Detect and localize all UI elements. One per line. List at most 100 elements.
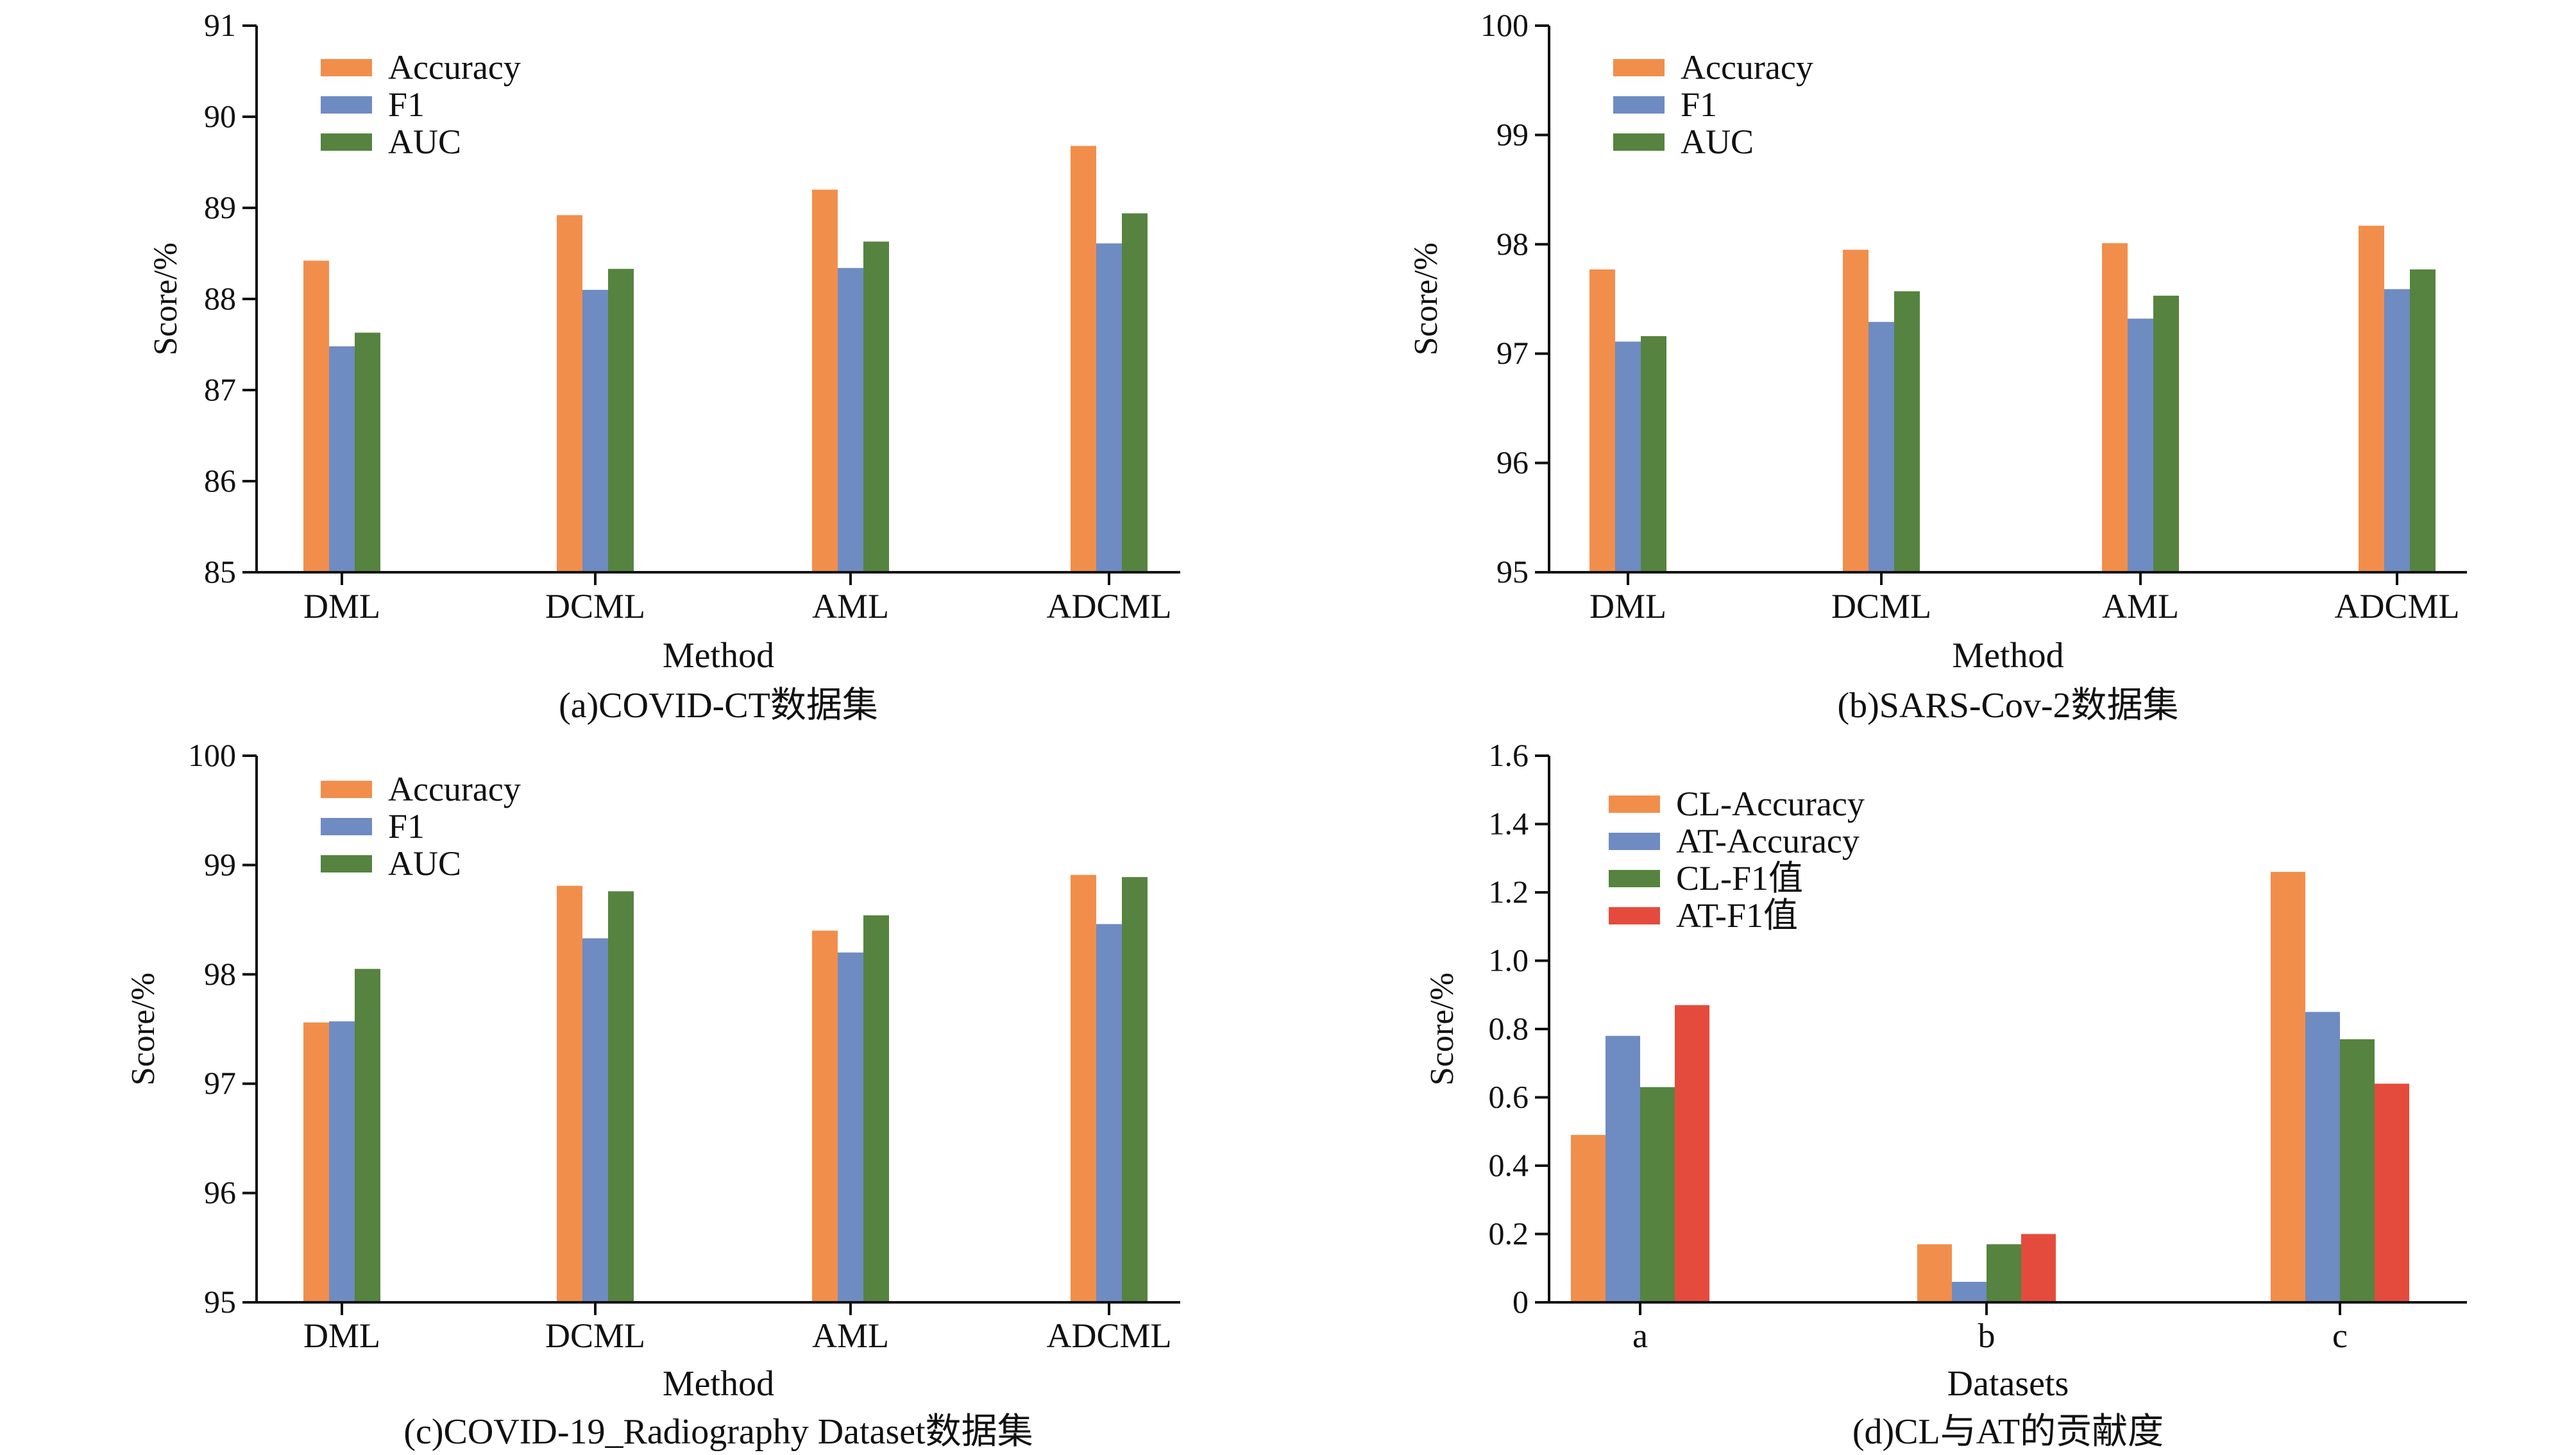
x-axis-label: Method xyxy=(663,636,774,676)
x-tick-label: ADCML xyxy=(1046,587,1171,625)
bar-accuracy-dml xyxy=(303,1022,329,1302)
bar-f1-dcml xyxy=(582,289,608,572)
legend-label: CL-Accuracy xyxy=(1676,785,1865,823)
y-tick-label: 96 xyxy=(1496,445,1529,481)
y-tick-label: 98 xyxy=(1496,226,1529,262)
y-tick-label: 99 xyxy=(204,846,236,882)
bar-at-f1--b xyxy=(2021,1234,2056,1302)
bar-at-accuracy-b xyxy=(1952,1282,1987,1302)
x-tick-label: DML xyxy=(303,1316,380,1355)
legend-label: F1 xyxy=(1681,85,1717,124)
x-tick-label: DML xyxy=(303,587,380,625)
y-tick-label: 0.4 xyxy=(1489,1147,1529,1183)
chart-panel-1: 95 96 97 98 99 100 DML DCML AML ADCML Method Score/… xyxy=(1408,7,2467,726)
bar-auc-adcml xyxy=(2410,269,2436,572)
legend-label: AT-F1值 xyxy=(1676,896,1798,935)
y-tick-label: 1.6 xyxy=(1489,737,1529,773)
y-tick-label: 100 xyxy=(1480,7,1529,43)
bar-auc-dml xyxy=(355,332,380,572)
y-tick-label: 0.8 xyxy=(1489,1010,1529,1046)
legend-swatch xyxy=(1613,133,1665,151)
bar-f1-adcml xyxy=(1096,924,1122,1302)
legend-swatch xyxy=(321,781,372,798)
legend-label: F1 xyxy=(388,807,425,846)
x-tick-label: b xyxy=(1978,1316,1996,1355)
panel-caption: (c)COVID-19_Radiography Dataset数据集 xyxy=(403,1412,1033,1452)
y-axis-label: Score/% xyxy=(125,973,162,1085)
bar-cl-accuracy-a xyxy=(1571,1135,1606,1302)
x-tick-label: c xyxy=(2332,1316,2348,1355)
panel-caption: (b)SARS-Cov-2数据集 xyxy=(1837,686,2178,726)
bar-at-f1--a xyxy=(1675,1005,1709,1302)
x-axis-label: Datasets xyxy=(1947,1364,2069,1404)
y-tick-label: 100 xyxy=(188,737,236,773)
bar-f1-aml xyxy=(838,952,863,1302)
legend-label: AUC xyxy=(388,844,461,883)
y-tick-label: 99 xyxy=(1496,116,1529,152)
bar-accuracy-dml xyxy=(1589,269,1615,572)
x-tick-label: DCML xyxy=(545,1316,645,1355)
bar-at-accuracy-a xyxy=(1606,1035,1640,1302)
y-tick-label: 96 xyxy=(204,1175,236,1211)
bar-auc-adcml xyxy=(1122,877,1148,1302)
bar-cl-f1--a xyxy=(1640,1087,1675,1302)
bar-accuracy-aml xyxy=(2102,243,2128,572)
bar-cl-accuracy-b xyxy=(1917,1244,1952,1302)
y-tick-label: 1.0 xyxy=(1489,942,1529,978)
bar-auc-dcml xyxy=(608,891,634,1302)
x-tick-label: DCML xyxy=(1831,587,1931,625)
bar-f1-aml xyxy=(2128,318,2153,572)
y-axis-label: Score/% xyxy=(1408,242,1445,355)
bar-auc-aml xyxy=(2153,295,2179,572)
legend-label: AT-Accuracy xyxy=(1676,822,1860,860)
bar-f1-aml xyxy=(838,268,863,572)
legend-swatch xyxy=(1613,59,1665,76)
x-tick-label: ADCML xyxy=(2334,587,2459,625)
y-tick-label: 1.4 xyxy=(1489,806,1529,842)
legend-label: CL-F1值 xyxy=(1676,859,1803,898)
bar-auc-dcml xyxy=(1894,291,1920,572)
legend-swatch xyxy=(1609,796,1660,813)
bar-f1-dml xyxy=(1615,341,1641,572)
bar-auc-aml xyxy=(863,241,889,572)
y-tick-label: 1.2 xyxy=(1489,874,1529,910)
bar-f1-dml xyxy=(329,346,355,572)
legend-swatch xyxy=(1613,96,1665,114)
legend-swatch xyxy=(1609,833,1660,850)
bar-auc-dml xyxy=(1641,336,1666,572)
x-axis-label: Method xyxy=(663,1364,774,1404)
bar-accuracy-dcml xyxy=(557,885,582,1302)
y-tick-label: 0 xyxy=(1513,1284,1529,1320)
bar-auc-aml xyxy=(863,915,889,1302)
bar-accuracy-dml xyxy=(303,260,329,572)
panel-caption: (d)CL与AT的贡献度 xyxy=(1852,1412,2164,1452)
bar-accuracy-dcml xyxy=(1843,250,1868,572)
x-tick-label: AML xyxy=(812,587,889,625)
bar-auc-dcml xyxy=(608,269,634,572)
chart-panel-3: 0 0.2 0.4 0.6 0.8 1.0 1.2 1.4 1.6 a b c Datasets Scor… xyxy=(1424,737,2467,1452)
y-tick-label: 98 xyxy=(204,956,236,992)
bar-accuracy-adcml xyxy=(2359,225,2384,572)
y-tick-label: 89 xyxy=(204,189,236,225)
bar-accuracy-adcml xyxy=(1071,874,1096,1302)
legend-label: AUC xyxy=(388,123,461,161)
y-tick-label: 0.6 xyxy=(1489,1079,1529,1115)
bar-auc-adcml xyxy=(1122,213,1148,572)
bar-accuracy-dcml xyxy=(557,215,582,572)
legend-swatch xyxy=(321,59,372,76)
chart-panel-0: 85 86 87 88 89 90 91 DML DCML AML ADCML Method Score… xyxy=(148,7,1180,726)
chart-panel-2: 95 96 97 98 99 100 DML DCML AML ADCML Method Score/… xyxy=(125,737,1180,1452)
legend-label: Accuracy xyxy=(1681,48,1813,87)
x-tick-label: AML xyxy=(2102,587,2179,625)
bar-cl-f1--b xyxy=(1987,1244,2021,1302)
y-tick-label: 97 xyxy=(1496,335,1529,371)
x-axis-label: Method xyxy=(1952,636,2063,676)
y-axis-label: Score/% xyxy=(1424,973,1461,1085)
x-tick-label: ADCML xyxy=(1046,1316,1171,1355)
bar-at-accuracy-c xyxy=(2305,1012,2340,1302)
y-tick-label: 95 xyxy=(204,1284,236,1320)
x-tick-label: AML xyxy=(812,1316,889,1355)
x-tick-label: a xyxy=(1632,1316,1648,1355)
bar-auc-dml xyxy=(355,969,380,1302)
